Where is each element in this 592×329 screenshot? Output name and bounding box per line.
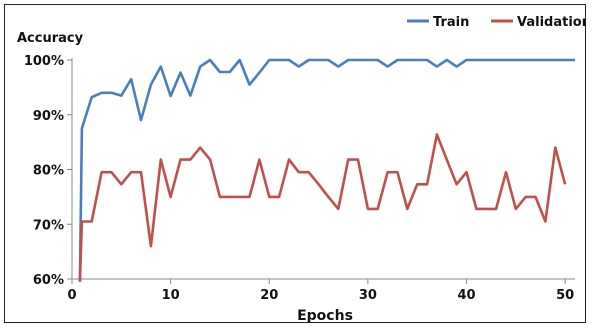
x-tick-label: 40	[457, 288, 475, 303]
validation-legend-label: Validation	[517, 15, 585, 30]
chart-frame: 60% 70% 80% 90% 100% 0 10 20 30 40 50 Accuracy Epo…	[4, 4, 586, 323]
train-legend-label: Train	[433, 15, 469, 30]
y-tick-label: 70%	[33, 218, 64, 233]
accuracy-line-chart: 60% 70% 80% 90% 100% 0 10 20 30 40 50 Accuracy Epo…	[17, 15, 585, 322]
x-tick-label: 10	[162, 288, 180, 303]
tick-labels: 60% 70% 80% 90% 100% 0 10 20 30 40 50	[24, 54, 574, 303]
y-tick-label: 100%	[24, 54, 64, 69]
x-tick-label: 20	[260, 288, 278, 303]
x-tick-label: 50	[556, 288, 574, 303]
axes	[67, 58, 575, 284]
legend: Train Validation	[407, 15, 585, 30]
series-layer	[78, 58, 575, 282]
y-tick-label: 90%	[33, 109, 64, 124]
x-axis-label: Epochs	[297, 308, 353, 322]
x-tick-label: 0	[67, 288, 76, 303]
train-series-line	[78, 58, 575, 282]
x-tick-label: 30	[359, 288, 377, 303]
y-tick-label: 80%	[33, 164, 64, 179]
validation-series-line	[78, 133, 567, 282]
y-axis-label: Accuracy	[17, 31, 84, 46]
y-tick-label: 60%	[33, 273, 64, 288]
